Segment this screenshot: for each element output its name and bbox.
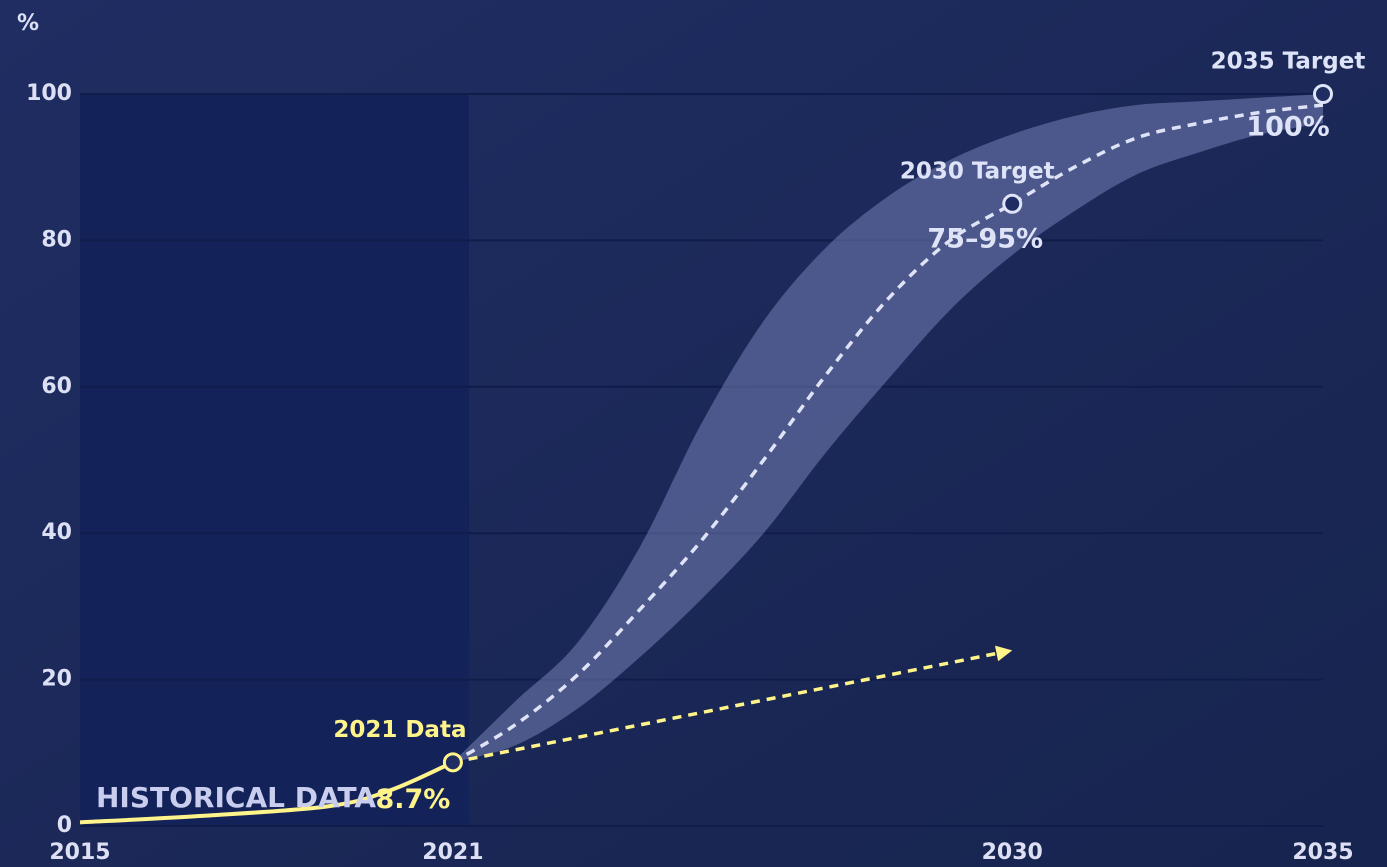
x-tick-label: 2021 <box>422 840 483 865</box>
y-tick-label: 0 <box>57 813 72 838</box>
projection-band <box>452 94 1323 763</box>
x-tick-label: 2015 <box>49 840 110 865</box>
annotation-value: 8.7% <box>375 784 450 815</box>
target-marker <box>442 752 463 773</box>
target-marker <box>1002 193 1023 214</box>
historical-label: HISTORICAL DATA <box>96 781 376 814</box>
y-tick-label: 40 <box>41 520 72 545</box>
y-tick-label: 80 <box>41 227 72 252</box>
arrow-head <box>994 645 1013 662</box>
y-axis-label: % <box>17 11 39 36</box>
annotation-label: 2035 Target <box>1211 49 1366 75</box>
y-tick-label: 100 <box>26 81 72 106</box>
annotation-label: 2030 Target <box>900 158 1055 184</box>
historical-region <box>80 94 469 826</box>
y-tick-label: 60 <box>41 374 72 399</box>
y-tick-label: 20 <box>41 667 72 692</box>
annotation-value: 100% <box>1246 112 1329 143</box>
target-marker <box>1313 84 1333 104</box>
annotation-label: 2021 Data <box>333 717 466 743</box>
annotation-value: 75–95% <box>927 223 1043 254</box>
historical-line <box>79 760 454 825</box>
x-tick-label: 2035 <box>1292 840 1353 865</box>
x-tick-label: 2030 <box>982 840 1043 865</box>
projection-line <box>451 103 1324 764</box>
trend-arrow <box>452 651 997 765</box>
